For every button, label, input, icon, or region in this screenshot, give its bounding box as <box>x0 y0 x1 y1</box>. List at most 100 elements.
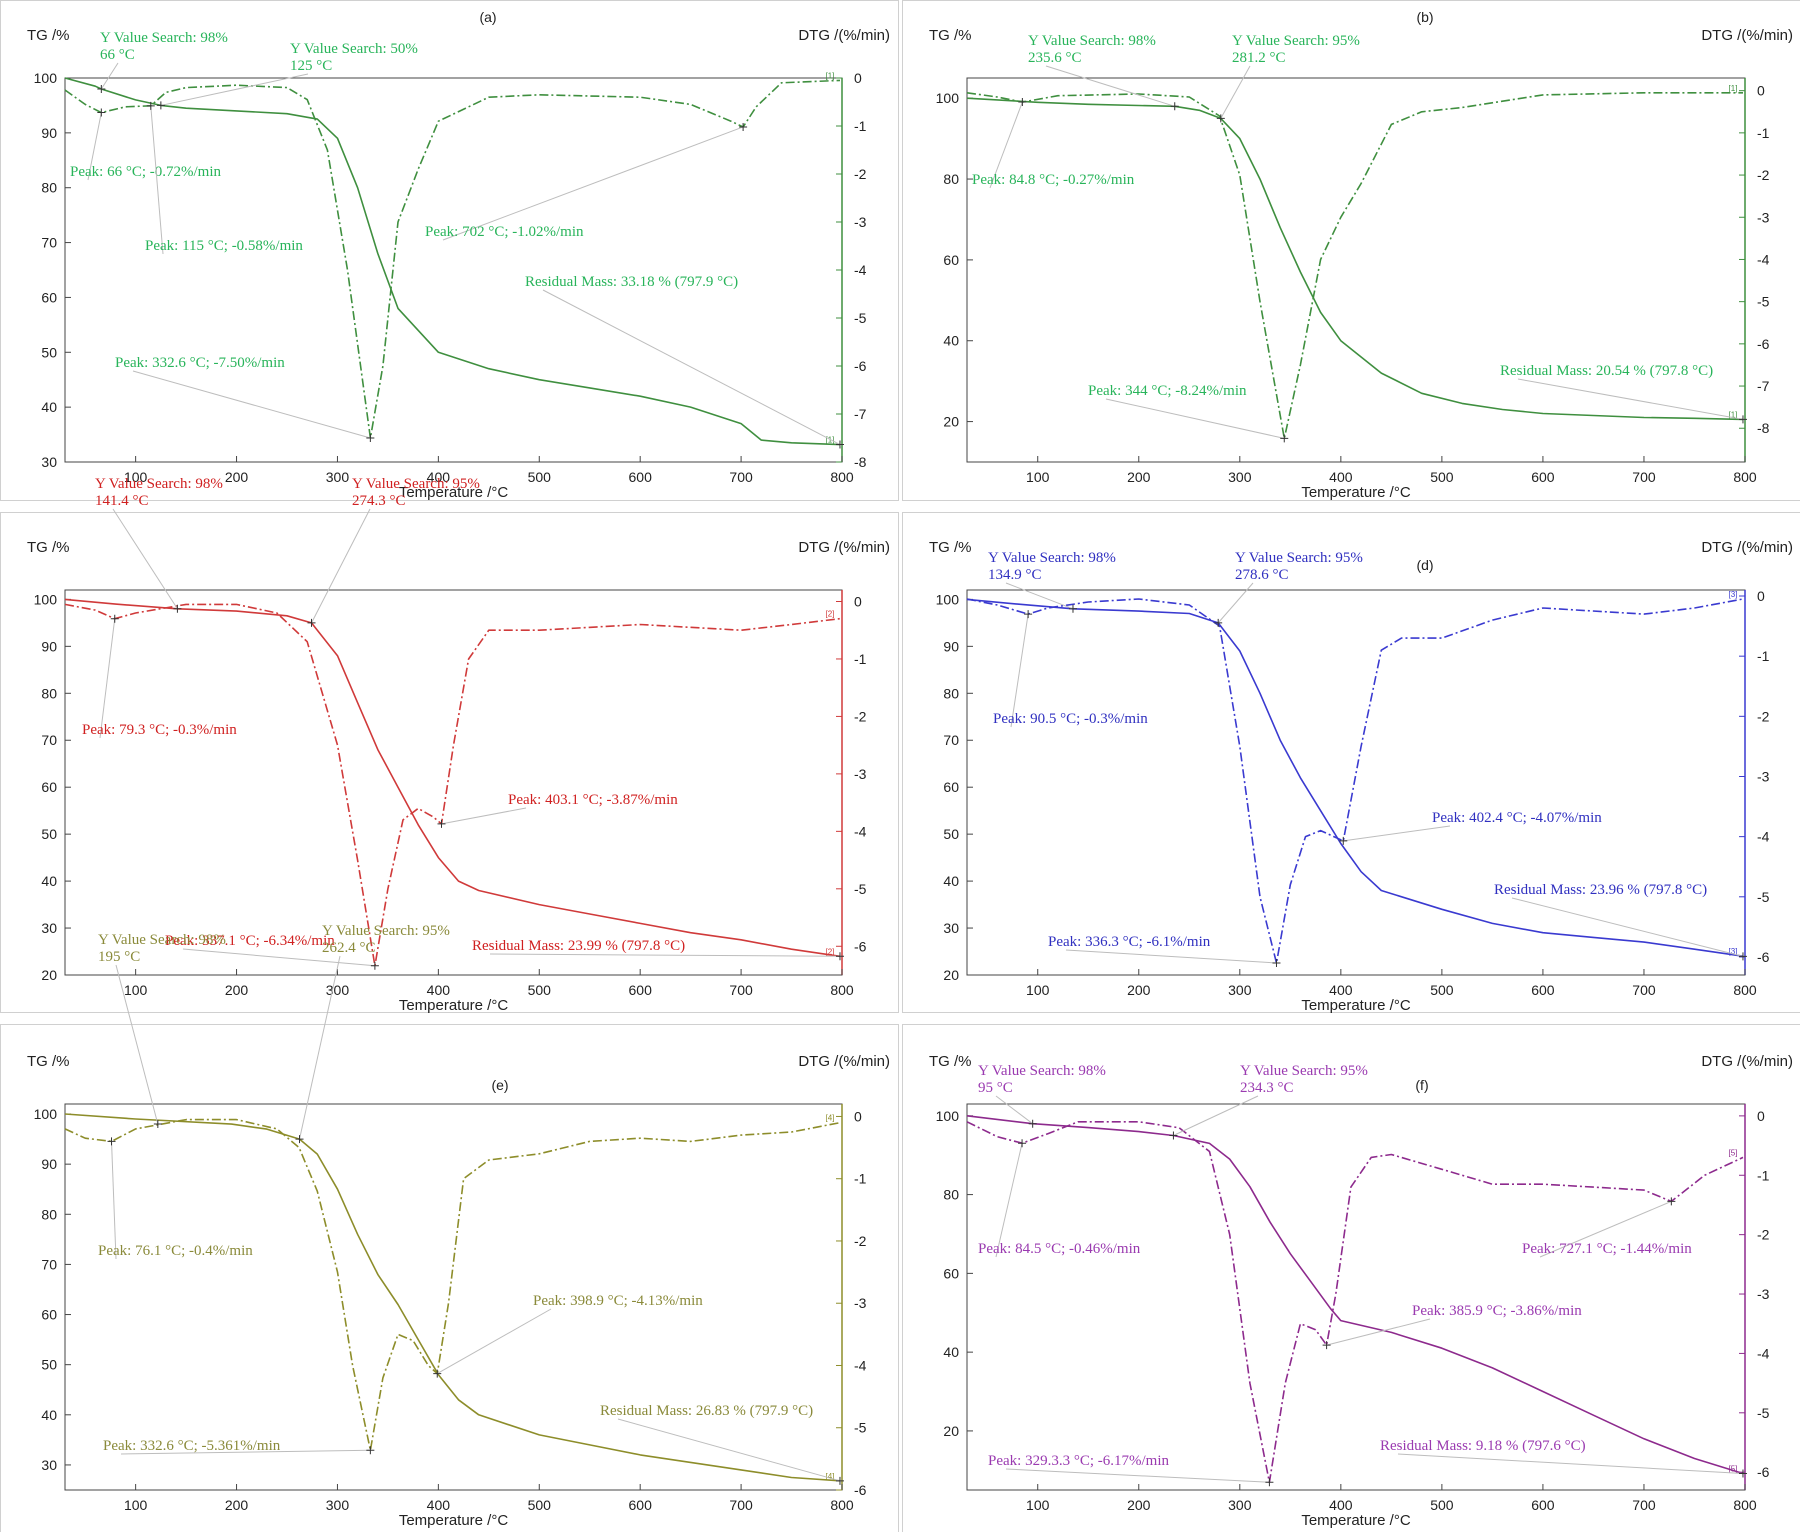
left-y-tick-label: 40 <box>41 1407 57 1423</box>
annotation-marker <box>366 1446 375 1455</box>
right-y-tick-label: -2 <box>1757 167 1770 183</box>
annotation-text: Residual Mass: 26.83 % (797.9 °C) <box>600 1403 813 1419</box>
x-tick-label: 100 <box>124 1497 148 1513</box>
right-y-tick-label: -8 <box>1757 420 1770 436</box>
annotation-text: Peak: 398.9 °C; -4.13%/min <box>533 1293 703 1309</box>
x-tick-label: 500 <box>1430 469 1454 485</box>
x-tick-label: 500 <box>528 1497 552 1513</box>
right-y-tick-label: -5 <box>1757 889 1770 905</box>
x-tick-label: 800 <box>830 469 854 485</box>
left-y-tick-label: 60 <box>41 779 57 795</box>
annotation: Y Value Search: 98%141.4 °C <box>95 476 223 613</box>
series-line-dtg <box>64 79 841 439</box>
chart-panel-f: (f) TG /% DTG /(%/min) Temperature /°C 100 20… <box>902 1024 1800 1532</box>
left-y-tick-label: 80 <box>943 1187 959 1203</box>
annotation-text: Residual Mass: 33.18 % (797.9 °C) <box>525 274 738 290</box>
left-y-tick-label: 40 <box>41 399 57 415</box>
annotation: Peak: 76.1 °C; -0.4%/min <box>98 1137 253 1260</box>
annotation-marker <box>366 434 375 442</box>
annotation-leader <box>617 1418 841 1482</box>
right-y-tick-label: -6 <box>854 1482 867 1498</box>
x-tick-label: 600 <box>629 1497 653 1513</box>
panel-frame <box>902 0 1800 501</box>
x-tick-label: 500 <box>1430 1497 1454 1513</box>
left-y-tick-label: 40 <box>943 1344 959 1360</box>
right-y-tick-label: -7 <box>854 406 867 422</box>
annotation-text: Peak: 76.1 °C; -0.4%/min <box>98 1243 253 1259</box>
annotation-text: Peak: 337.1 °C; -6.34%/min <box>165 933 335 949</box>
x-tick-label: 100 <box>1026 982 1050 998</box>
x-tick-label: 600 <box>1531 1497 1555 1513</box>
annotation-marker <box>1272 958 1281 967</box>
annotation-marker <box>307 618 316 627</box>
left-y-tick-label: 60 <box>41 1307 57 1323</box>
chart-panel-e: (e) TG /% DTG /(%/min) Temperature /°C 100 20… <box>0 923 899 1532</box>
left-axis-title: TG /% <box>27 539 70 556</box>
left-y-tick-label: 90 <box>41 125 57 141</box>
panel-frame <box>902 512 1800 1013</box>
annotation: Peak: 332.6 °C; -7.50%/min <box>115 355 375 442</box>
annotation-leader <box>1105 398 1285 439</box>
annotation-marker <box>153 1120 162 1129</box>
right-y-tick-label: -4 <box>1757 251 1770 267</box>
right-y-tick-label: -4 <box>1757 829 1770 845</box>
x-tick-label: 200 <box>225 982 249 998</box>
annotation: Peak: 337.1 °C; -6.34%/min <box>165 933 379 970</box>
annotation: Peak: 727.1 °C; -1.44%/min <box>1522 1197 1692 1258</box>
annotation-marker <box>1018 98 1027 107</box>
annotation: Residual Mass: 23.96 % (797.8 °C) <box>1494 882 1747 961</box>
annotation-text: Peak: 115 °C; -0.58%/min <box>145 238 303 254</box>
annotation-text: 195 °C <box>98 949 140 965</box>
tg-curve-tag: [4] <box>826 1472 835 1481</box>
annotation-leader <box>87 112 102 181</box>
dtg-curve-tag: [2] <box>826 610 835 619</box>
annotation-leader <box>1005 1468 1270 1483</box>
x-axis-title: Temperature /°C <box>1301 484 1411 501</box>
right-y-tick-label: -6 <box>854 358 867 374</box>
annotation-leader <box>1010 613 1029 728</box>
annotation-leader <box>299 955 341 1140</box>
right-axis-title: DTG /(%/min) <box>798 27 890 44</box>
annotation-marker <box>1265 1478 1274 1487</box>
annotation-leader <box>1217 582 1254 624</box>
right-axis-title: DTG /(%/min) <box>1701 1053 1793 1070</box>
annotation-leader <box>100 62 119 90</box>
right-y-tick-label: -4 <box>1757 1345 1770 1361</box>
series-line-tg <box>966 598 1744 957</box>
annotation-text: 125 °C <box>290 58 332 74</box>
left-y-tick-label: 50 <box>943 826 959 842</box>
right-y-tick-label: 0 <box>854 70 862 86</box>
right-y-tick-label: -5 <box>1757 1405 1770 1421</box>
annotation-text: Y Value Search: 50% <box>290 41 418 57</box>
x-tick-label: 400 <box>1329 1497 1353 1513</box>
annotation-leader <box>1005 582 1074 610</box>
annotation: Y Value Search: 95%278.6 °C <box>1214 550 1363 627</box>
annotation-text: Peak: 66 °C; -0.72%/min <box>70 164 221 180</box>
series-line-tg <box>966 97 1744 421</box>
annotation-leader <box>1173 1095 1259 1136</box>
annotation-text: 235.6 °C <box>1028 50 1082 66</box>
series-line-tg <box>64 77 841 446</box>
right-y-tick-label: 0 <box>854 1108 862 1124</box>
left-y-tick-label: 60 <box>943 779 959 795</box>
annotation-text: Y Value Search: 98% <box>95 476 223 492</box>
right-y-tick-label: -1 <box>854 651 867 667</box>
annotation-marker <box>1024 610 1033 619</box>
annotation-text: Y Value Search: 98% <box>1028 33 1156 49</box>
left-y-tick-label: 30 <box>41 1457 57 1473</box>
annotation-marker <box>1028 1119 1037 1128</box>
x-tick-label: 200 <box>1127 982 1151 998</box>
annotation-marker <box>1322 1341 1331 1350</box>
x-tick-label: 100 <box>124 982 148 998</box>
annotation-leader <box>489 953 840 957</box>
annotation: Y Value Search: 98%195 °C <box>98 932 226 1129</box>
x-tick-label: 100 <box>1026 1497 1050 1513</box>
right-y-tick-label: -3 <box>1757 1286 1770 1302</box>
right-y-tick-label: -1 <box>854 118 867 134</box>
left-y-tick-label: 70 <box>41 235 57 251</box>
annotation-marker <box>173 604 182 613</box>
x-axis-title: Temperature /°C <box>399 997 509 1014</box>
chart-panel-b: (b) TG /% DTG /(%/min) Temperature /°C 100 20… <box>902 0 1800 501</box>
x-tick-label: 700 <box>1632 1497 1656 1513</box>
